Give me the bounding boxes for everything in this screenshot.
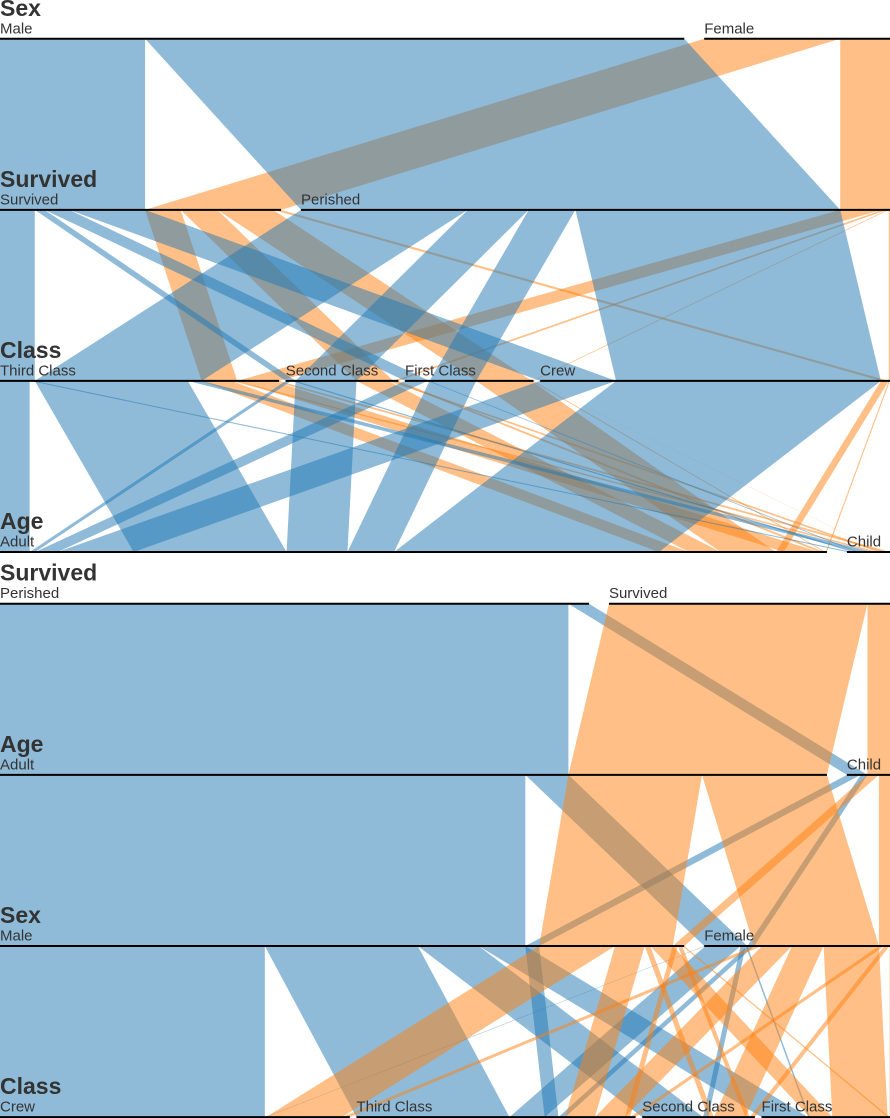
svg-text:Class: Class: [0, 337, 61, 363]
svg-text:Child: Child: [847, 756, 881, 773]
svg-text:Adult: Adult: [0, 756, 35, 773]
svg-text:Male: Male: [0, 928, 33, 945]
svg-text:First Class: First Class: [762, 1099, 833, 1116]
svg-text:Age: Age: [0, 731, 43, 757]
svg-text:Third Class: Third Class: [0, 362, 76, 379]
svg-text:Female: Female: [704, 928, 754, 945]
svg-text:Sex: Sex: [0, 0, 41, 21]
svg-text:Class: Class: [0, 1073, 61, 1099]
svg-text:Crew: Crew: [0, 1099, 35, 1116]
svg-text:First Class: First Class: [405, 362, 476, 379]
svg-text:Adult: Adult: [0, 533, 35, 550]
svg-text:Child: Child: [847, 533, 881, 550]
svg-text:Survived: Survived: [609, 585, 667, 602]
svg-text:Survived: Survived: [0, 560, 97, 586]
svg-text:Perished: Perished: [301, 191, 360, 208]
svg-text:Survived: Survived: [0, 191, 58, 208]
svg-text:Second Class: Second Class: [642, 1099, 735, 1116]
svg-text:Survived: Survived: [0, 166, 97, 192]
svg-text:Female: Female: [704, 20, 754, 37]
svg-text:Male: Male: [0, 20, 33, 37]
svg-text:Second Class: Second Class: [286, 362, 379, 379]
svg-text:Third Class: Third Class: [356, 1099, 432, 1116]
svg-text:Sex: Sex: [0, 902, 41, 928]
svg-text:Crew: Crew: [540, 362, 575, 379]
svg-text:Age: Age: [0, 508, 43, 534]
svg-text:Perished: Perished: [0, 585, 59, 602]
